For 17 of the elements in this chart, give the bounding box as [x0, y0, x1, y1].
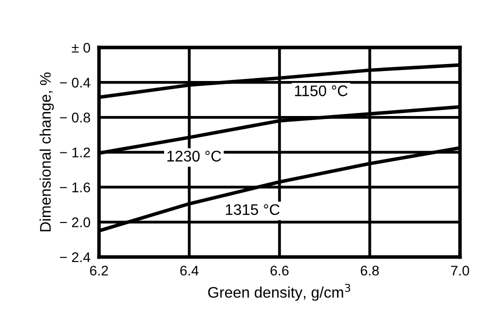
x-tick-label: 6.6 — [270, 266, 289, 276]
y-tick-label: ± 0 — [72, 42, 90, 53]
y-tick-label: − 0.4 — [60, 78, 90, 88]
y-tick-label: − 0.8 — [60, 112, 90, 123]
x-tick-label: 6.2 — [90, 266, 108, 276]
y-axis-title: Dimensional change, % — [40, 72, 54, 232]
x-tick-label: 7.0 — [451, 266, 470, 276]
x-axis-title: Green density, g/cm$^{3}$ — [208, 284, 350, 301]
y-tick-label: − 2.0 — [60, 217, 90, 228]
series-label: 1150 °C — [295, 85, 348, 96]
series-label: 1230 °C — [167, 150, 222, 162]
x-tick-label: 6.4 — [180, 266, 198, 276]
x-tick-label: 6.8 — [360, 266, 379, 276]
y-tick-label: − 1.6 — [60, 182, 90, 192]
y-tick-label: − 1.2 — [60, 148, 90, 158]
series-label: 1315 °C — [226, 204, 280, 216]
y-tick-label: − 2.4 — [60, 252, 90, 262]
